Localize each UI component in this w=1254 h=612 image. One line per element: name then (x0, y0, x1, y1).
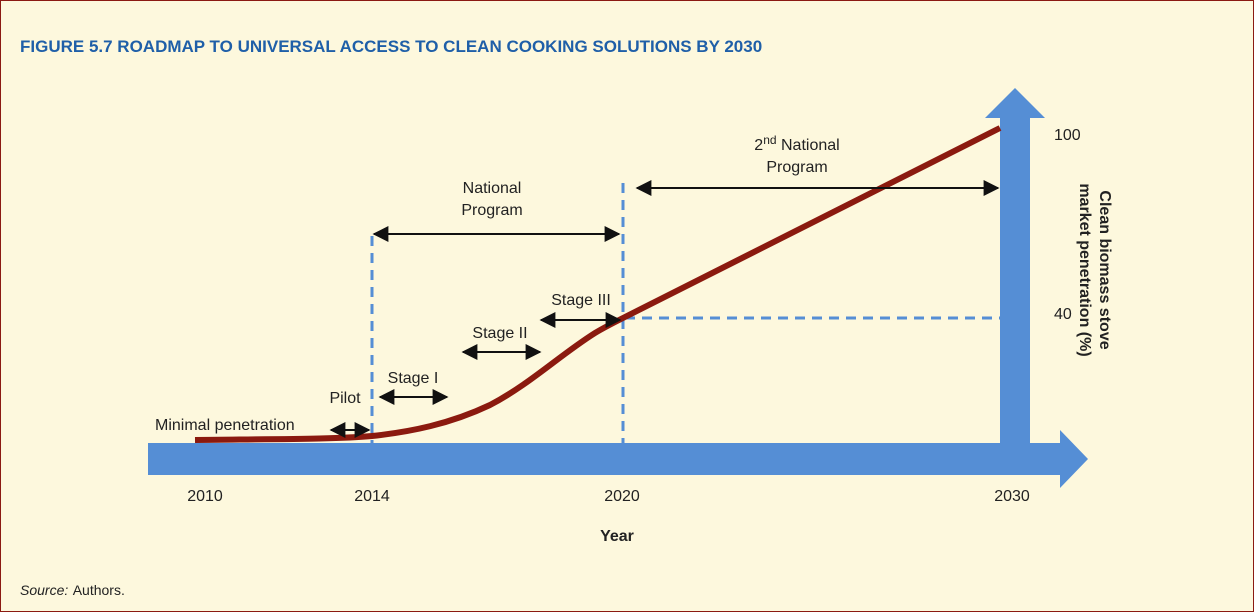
annotation: Pilot (329, 390, 361, 407)
x-tick-label: 2020 (604, 488, 640, 505)
figure-title: FIGURE 5.7 ROADMAP TO UNIVERSAL ACCESS T… (20, 37, 762, 56)
y-axis-title: market penetration (%) (1076, 183, 1093, 356)
y-axis-arrow (985, 88, 1045, 445)
x-tick-label: 2014 (354, 488, 390, 505)
annotation: Minimal penetration (155, 417, 295, 434)
y-tick-label: 100 (1054, 127, 1081, 144)
annotation-part: National (777, 137, 840, 154)
annotation: 2nd National (754, 133, 839, 154)
annotation-part: 2 (754, 137, 763, 154)
x-axis-title: Year (600, 528, 634, 545)
y-tick-label: 40 (1054, 306, 1072, 323)
penetration-curve (194, 125, 1002, 443)
annotation: Stage I (388, 370, 439, 387)
y-axis-title: Clean biomass stove (1096, 190, 1113, 349)
x-axis-arrow (148, 430, 1088, 488)
source-text: Authors. (73, 582, 125, 598)
annotation: National (463, 180, 522, 197)
annotation: Stage II (472, 325, 527, 342)
source-label: Source: (20, 582, 68, 598)
x-tick-label: 2030 (994, 488, 1030, 505)
annotation: Program (461, 202, 522, 219)
annotation: Program (766, 159, 827, 176)
annotation-superscript: nd (763, 133, 776, 147)
annotation: Stage III (551, 292, 611, 309)
x-tick-label: 2010 (187, 488, 223, 505)
source: Source: Authors. (20, 582, 125, 599)
